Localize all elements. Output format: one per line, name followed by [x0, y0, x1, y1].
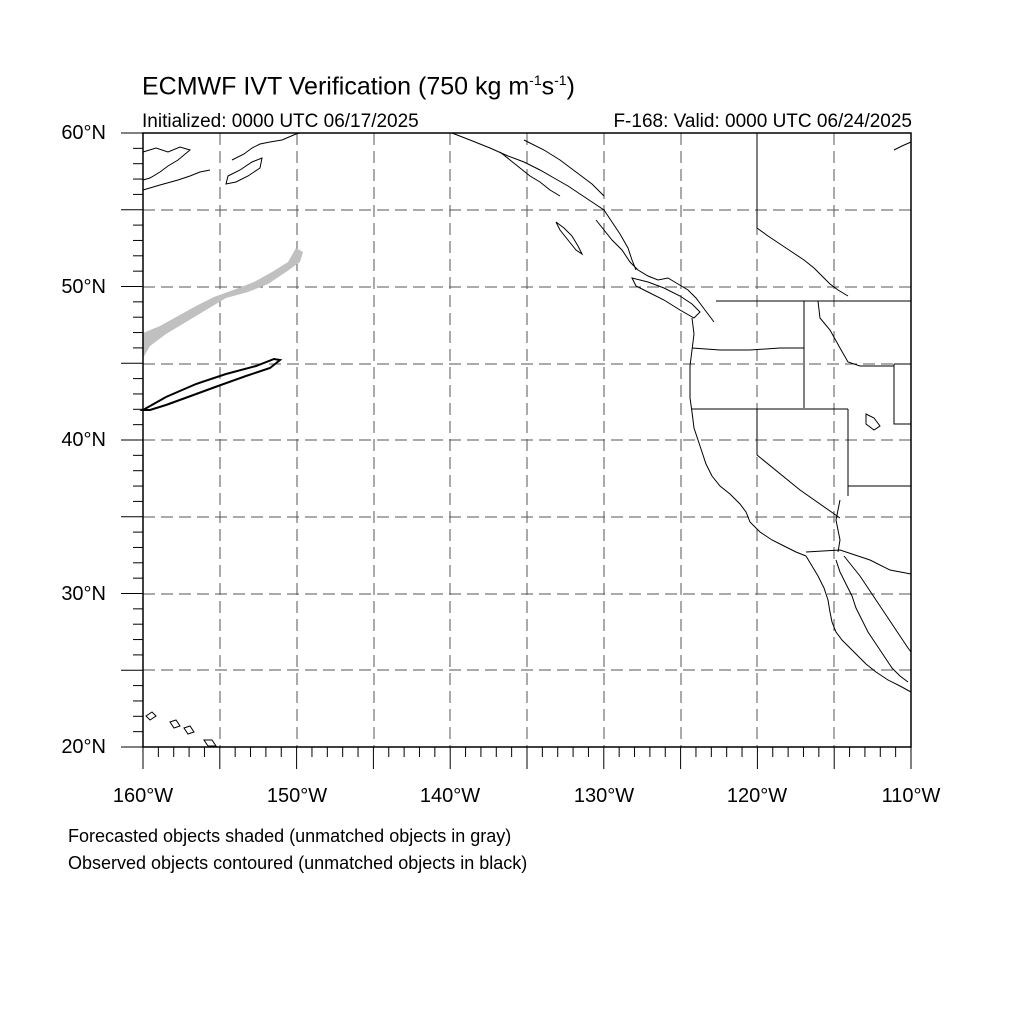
title-close-paren: ) [566, 72, 575, 101]
colorado-river-border [835, 499, 841, 553]
kodiak-island [225, 157, 263, 185]
lon-label-110w: 110°W [881, 785, 941, 807]
initialized-time: Initialized: 0000 UTC 06/17/2025 [142, 111, 419, 132]
political-borders [523, 133, 912, 575]
lat-label-40n: 40°N [61, 429, 106, 451]
axis-ticks [121, 132, 912, 769]
lon-label-130w: 130°W [573, 785, 635, 807]
baja-california-west-coast [805, 555, 912, 693]
title-superscript-2: -1 [554, 72, 567, 88]
alaska-south-coast-west [142, 169, 211, 191]
california-nevada-border [756, 409, 841, 519]
baja-california-east-coast [835, 559, 909, 683]
alaska-panhandle-islands [499, 151, 561, 197]
alaska-canada-border [523, 139, 605, 197]
observed-object-unmatched [139, 357, 283, 411]
title-superscript-1: -1 [529, 72, 542, 88]
hawaii-islands [145, 711, 217, 747]
washington-oregon-border [691, 347, 804, 351]
us-mexico-border [805, 549, 912, 575]
legend-forecast-note: Forecasted objects shaded (unmatched obj… [68, 826, 512, 846]
lat-label-60n: 60°N [61, 122, 106, 144]
title-unit-s: s [541, 72, 555, 101]
maui-island [183, 725, 195, 735]
mexico-mainland-coast [843, 555, 912, 653]
hudson-bay-lake-contour [756, 227, 849, 297]
haida-gwaii [555, 221, 584, 256]
legend-observed-note: Observed objects contoured (unmatched ob… [68, 853, 528, 873]
map-title: ECMWF IVT Verification (750 kg m-1s-1) [142, 72, 575, 101]
coastlines [142, 132, 912, 693]
title-text: ECMWF IVT Verification (750 kg m [142, 72, 530, 101]
southeast-alaska-coast [451, 132, 637, 271]
lat-label-20n: 20°N [61, 736, 106, 758]
alaska-peninsula-coast [142, 146, 192, 181]
great-salt-lake [865, 413, 881, 431]
lon-label-150w: 150°W [266, 785, 328, 807]
us-pacific-coast [689, 317, 807, 557]
lat-label-50n: 50°N [61, 276, 106, 298]
big-island [203, 739, 217, 747]
forecast-object-unmatched [143, 248, 303, 358]
graticule-grid [143, 133, 911, 747]
wyoming-border [893, 363, 911, 425]
kauai-island [145, 711, 157, 721]
valid-time: F-168: Valid: 0000 UTC 06/24/2025 [613, 111, 912, 132]
vancouver-island [631, 277, 701, 319]
lon-label-140w: 140°W [419, 785, 481, 807]
montana-idaho-border [817, 300, 894, 367]
lon-label-160w: 160°W [112, 785, 174, 807]
bc-coast [595, 219, 715, 323]
lat-label-30n: 30°N [61, 583, 106, 605]
canada-east-coast-fragment [893, 141, 912, 151]
alaska-gulf-coast [231, 132, 301, 161]
oahu-island [169, 719, 181, 729]
lon-label-120w: 120°W [726, 785, 788, 807]
